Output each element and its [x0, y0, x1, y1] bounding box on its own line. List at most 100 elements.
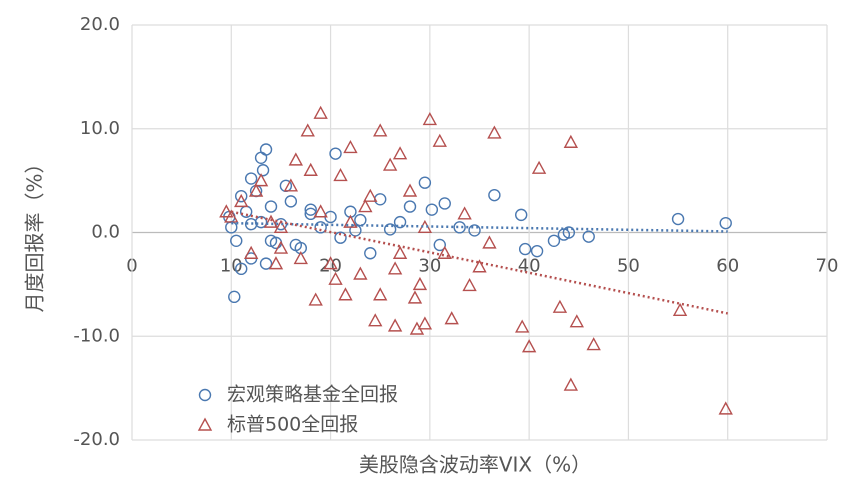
triangle-marker [422, 111, 438, 126]
triangle-marker [472, 259, 487, 273]
circle-marker [418, 176, 432, 189]
triangle-marker [243, 245, 259, 259]
triangle-marker [412, 276, 428, 291]
triangle-marker [482, 235, 497, 249]
triangle-marker [487, 125, 502, 139]
circle-marker [518, 242, 532, 256]
triangle-marker [402, 183, 418, 197]
triangle-marker [462, 277, 477, 292]
circle-marker [438, 197, 451, 210]
triangle-marker [387, 318, 403, 332]
triangle-marker [300, 123, 315, 137]
circle-marker [259, 257, 273, 270]
triangle-marker [288, 152, 304, 166]
triangle-marker [273, 219, 289, 234]
circle-marker [383, 223, 397, 236]
circle-marker [256, 164, 270, 177]
triangle-marker [552, 299, 568, 313]
triangle-marker [392, 245, 408, 259]
triangle-marker [219, 204, 234, 218]
circle-marker [244, 172, 258, 185]
triangle-marker [333, 167, 348, 182]
triangle-marker [343, 214, 358, 228]
triangle-marker [253, 173, 269, 187]
circle-marker [314, 221, 327, 234]
y-tick-label: -20.0 [73, 429, 120, 450]
triangle-marker [224, 209, 239, 223]
triangle-marker [313, 204, 328, 218]
triangle-marker [234, 193, 249, 208]
circle-marker [364, 247, 377, 260]
triangle-marker [569, 314, 584, 328]
triangle-marker [521, 339, 537, 353]
circle-marker [488, 188, 501, 202]
triangle-marker [328, 271, 343, 285]
y-tick-label: -10.0 [73, 325, 120, 346]
triangle-marker [586, 337, 601, 351]
circle-marker [304, 203, 317, 216]
circle-marker [374, 193, 387, 206]
triangle-marker [392, 146, 408, 160]
circle-marker [562, 226, 576, 239]
triangle-marker [363, 188, 378, 202]
triangle-marker [457, 206, 472, 220]
circle-marker [329, 147, 342, 160]
triangle-marker [672, 302, 688, 317]
triangle-marker [358, 199, 373, 213]
triangle-marker [263, 214, 279, 228]
circle-marker [547, 234, 561, 248]
circle-marker [403, 200, 417, 213]
triangle-marker [268, 256, 284, 270]
triangle-marker [353, 266, 368, 280]
triangle-marker [373, 123, 388, 137]
triangle-marker [323, 256, 338, 270]
triangle-marker [444, 311, 459, 325]
y-tick-label: 0.0 [91, 222, 120, 243]
triangle-marker [343, 139, 358, 154]
triangle-marker [338, 287, 353, 301]
x-axis-title: 美股隐含波动率VIX（%） [359, 453, 591, 477]
circle-marker [230, 234, 243, 248]
circle-marker [582, 230, 595, 243]
circle-marker [228, 290, 241, 304]
triangle-marker [437, 245, 452, 259]
circle-marker [425, 203, 439, 216]
y-tick-label: 10.0 [80, 118, 120, 139]
triangle-marker [313, 105, 328, 119]
triangle-marker [373, 287, 388, 301]
circle-marker [334, 231, 347, 244]
triangle-marker [563, 134, 579, 148]
circle-marker [453, 221, 466, 234]
circle-marker [264, 234, 278, 248]
triangle-marker [387, 261, 403, 275]
circle-marker [719, 216, 732, 230]
legend-label: 标普500全回报 [227, 414, 358, 436]
triangle-marker [563, 377, 579, 391]
circle-marker [393, 215, 407, 229]
triangle-marker [248, 183, 264, 197]
circle-marker [433, 238, 446, 252]
triangle-marker [417, 316, 433, 330]
triangle-marker [417, 219, 433, 234]
circle-marker [235, 262, 248, 276]
triangle-marker [283, 178, 299, 192]
circle-marker [235, 189, 248, 203]
triangle-marker [308, 292, 323, 306]
y-axis-title: 月度回报率（%） [23, 153, 47, 312]
circle-marker [254, 151, 268, 165]
circle-marker [354, 213, 367, 227]
circle-marker [515, 208, 528, 222]
legend-marker [197, 417, 213, 431]
circle-marker [284, 195, 298, 208]
legend-label: 宏观策略基金全回报 [227, 384, 398, 406]
triangle-marker [531, 160, 547, 174]
triangle-marker [515, 319, 530, 333]
legend-marker [198, 388, 212, 402]
circle-marker [289, 238, 303, 252]
triangle-marker [718, 401, 733, 415]
circle-marker [259, 143, 273, 156]
circle-marker [264, 200, 278, 213]
y-tick-label: 20.0 [80, 14, 120, 35]
triangle-marker [432, 133, 447, 147]
